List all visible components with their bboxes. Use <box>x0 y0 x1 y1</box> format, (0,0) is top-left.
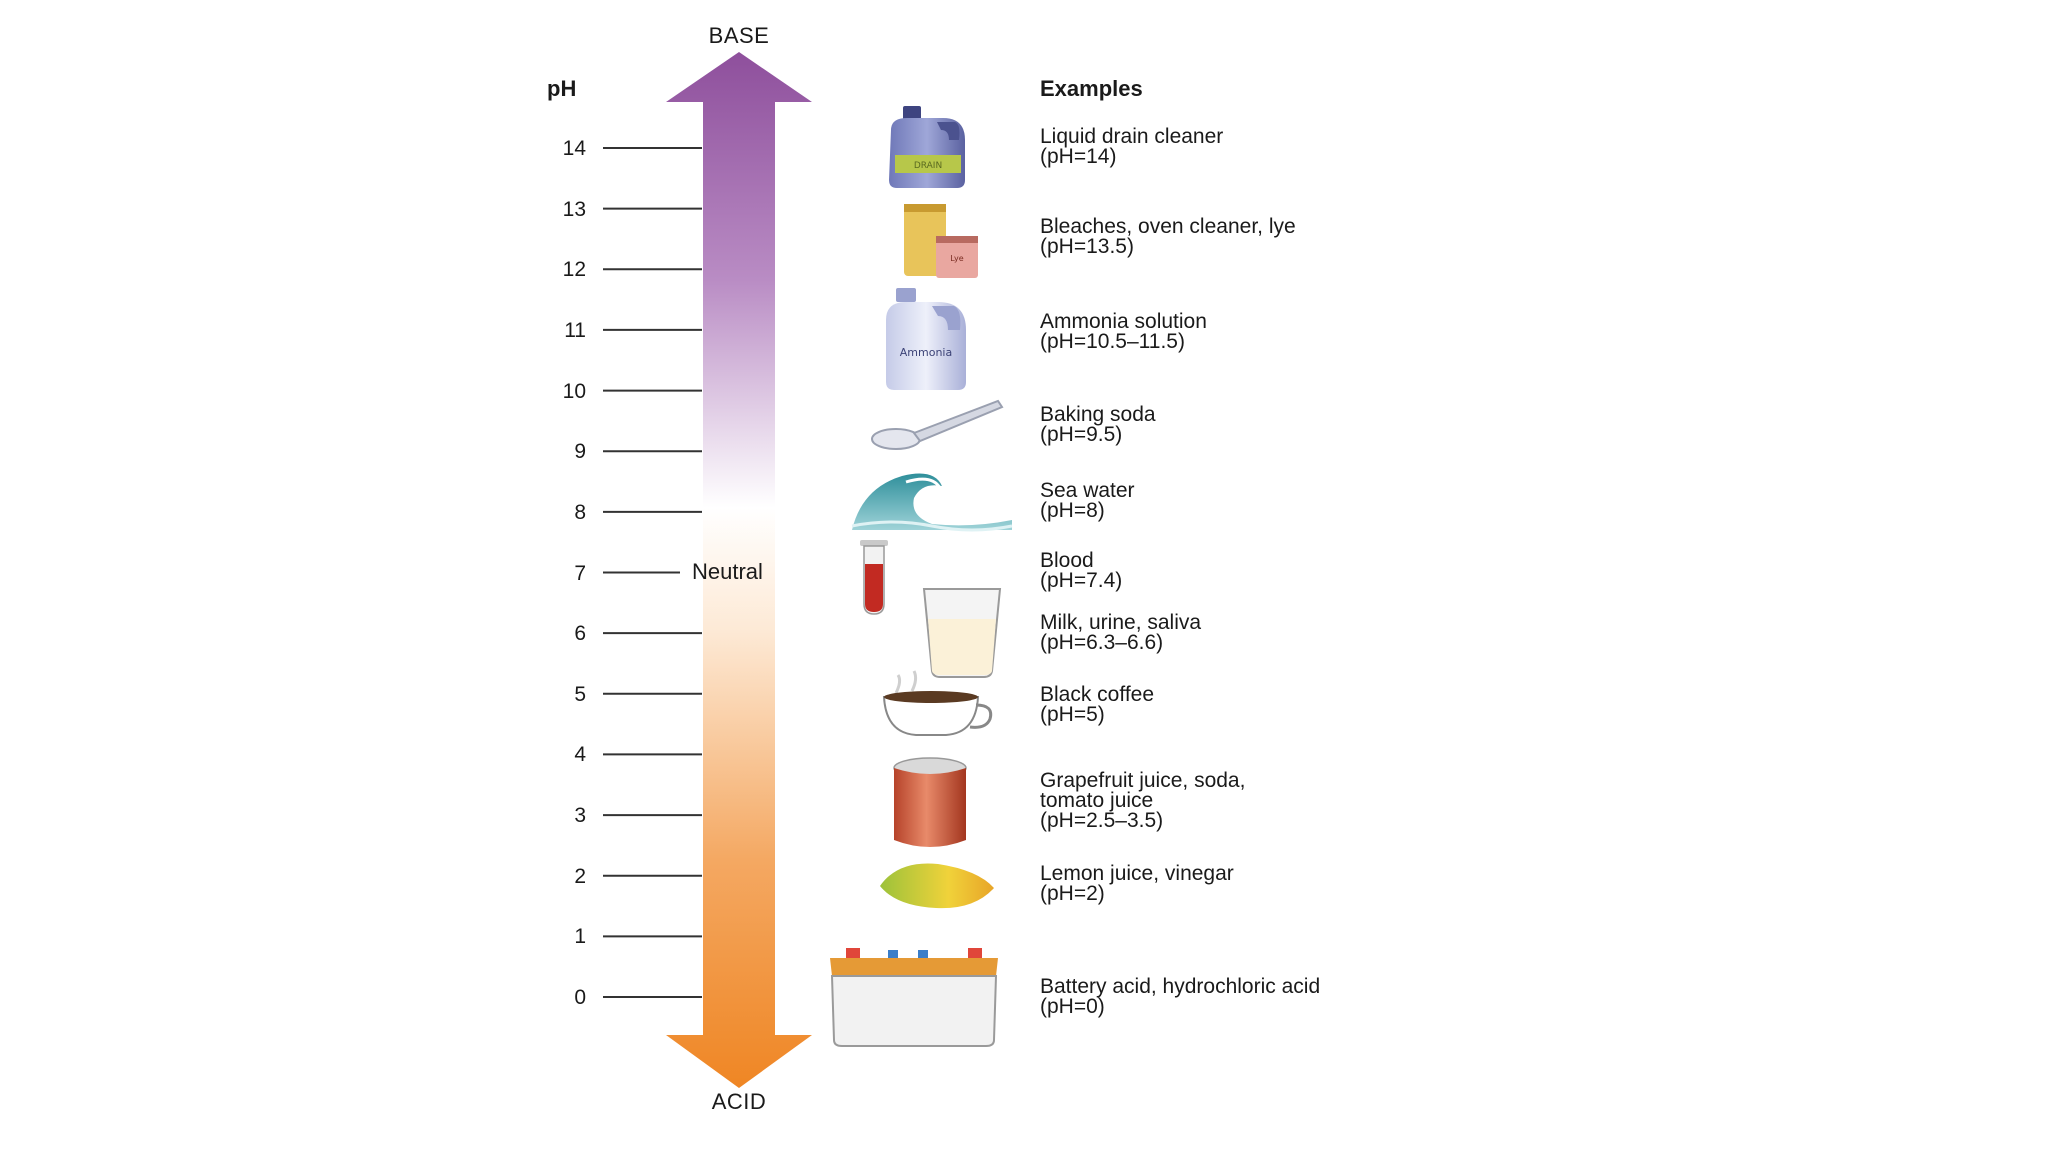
example-blood: Blood (pH=7.4) <box>1040 549 1123 592</box>
example-ph: (pH=0) <box>1040 995 1105 1018</box>
example-ph: (pH=7.4) <box>1040 569 1123 592</box>
example-ph: (pH=9.5) <box>1040 423 1123 446</box>
example-ph: (pH=2) <box>1040 882 1105 905</box>
example-ph: (pH=13.5) <box>1040 235 1134 258</box>
tick-label-5: 5 <box>574 682 586 706</box>
tick-label-9: 9 <box>574 440 586 464</box>
acid-label: ACID <box>711 1089 767 1114</box>
example-baking-soda: Baking soda (pH=9.5) <box>1040 403 1156 446</box>
drain-cleaner-jug-label: DRAIN <box>914 161 942 171</box>
example-name: Milk, urine, saliva <box>1040 611 1202 634</box>
ph-arrow <box>666 52 812 1088</box>
example-ph: (pH=2.5–3.5) <box>1040 809 1164 832</box>
examples-heading: Examples <box>1040 76 1143 101</box>
soda-can-icon <box>893 757 967 847</box>
base-label: BASE <box>708 23 770 48</box>
coffee-cup-icon <box>882 670 993 736</box>
example-drain-cleaner: Liquid drain cleaner (pH=14) <box>1040 125 1224 168</box>
tick-label-7: 7 <box>574 561 586 585</box>
test-tube-icon <box>860 540 888 615</box>
tick-label-1: 1 <box>574 925 586 949</box>
example-name: Blood <box>1040 549 1094 572</box>
example-ph: (pH=6.3–6.6) <box>1040 631 1164 654</box>
example-name: Baking soda <box>1040 403 1156 426</box>
example-milk: Milk, urine, saliva (pH=6.3–6.6) <box>1040 611 1202 654</box>
neutral-label: Neutral <box>692 559 763 584</box>
tick-label-11: 11 <box>564 318 586 342</box>
tick-label-2: 2 <box>574 864 586 888</box>
tick-marks <box>603 147 702 998</box>
example-lemon: Lemon juice, vinegar (pH=2) <box>1040 862 1234 905</box>
tick-label-14: 14 <box>562 137 586 160</box>
tick-label-8: 8 <box>574 500 586 524</box>
tick-label-12: 12 <box>562 258 586 282</box>
tick-label-10: 10 <box>562 379 586 403</box>
example-sea-water: Sea water (pH=8) <box>1040 479 1135 522</box>
example-battery: Battery acid, hydrochloric acid (pH=0) <box>1040 975 1321 1018</box>
example-name: Lemon juice, vinegar <box>1040 862 1234 885</box>
lye-label: Lye <box>950 254 963 263</box>
tick-label-13: 13 <box>562 197 586 221</box>
tick-label-4: 4 <box>574 743 586 767</box>
ph-axis-label: pH <box>547 76 577 101</box>
tick-label-6: 6 <box>574 622 586 646</box>
bleach-lye-containers-icon: Lye <box>904 204 978 278</box>
example-ammonia: Ammonia solution (pH=10.5–11.5) <box>1040 310 1207 353</box>
example-ph: (pH=14) <box>1040 145 1117 168</box>
example-name: Bleaches, oven cleaner, lye <box>1040 215 1296 238</box>
example-name: Battery acid, hydrochloric acid <box>1040 975 1321 998</box>
spoon-icon <box>871 399 1004 450</box>
example-name: Liquid drain cleaner <box>1040 125 1224 148</box>
example-ph: (pH=5) <box>1040 703 1105 726</box>
example-ph: (pH=10.5–11.5) <box>1040 330 1185 353</box>
example-grapefruit: Grapefruit juice, soda, tomato juice (pH… <box>1040 769 1246 832</box>
drain-cleaner-jug-icon: DRAIN <box>889 106 965 188</box>
example-name: Grapefruit juice, soda, <box>1040 769 1246 792</box>
example-name: Black coffee <box>1040 683 1155 706</box>
ammonia-jug-icon: Ammonia <box>886 288 966 390</box>
lemon-icon <box>880 863 994 909</box>
example-coffee: Black coffee (pH=5) <box>1040 683 1155 726</box>
car-battery-icon <box>830 948 998 1047</box>
example-name: Ammonia solution <box>1040 310 1207 333</box>
example-bleach: Bleaches, oven cleaner, lye (pH=13.5) <box>1040 215 1296 258</box>
milk-glass-icon <box>922 588 1002 678</box>
tick-label-0: 0 <box>574 986 586 1009</box>
tick-label-3: 3 <box>574 804 586 828</box>
ammonia-jug-label: Ammonia <box>900 346 952 359</box>
wave-icon <box>851 473 1013 532</box>
example-name: Sea water <box>1040 479 1135 502</box>
example-ph: (pH=8) <box>1040 499 1105 522</box>
example-name-cont: tomato juice <box>1040 789 1154 812</box>
